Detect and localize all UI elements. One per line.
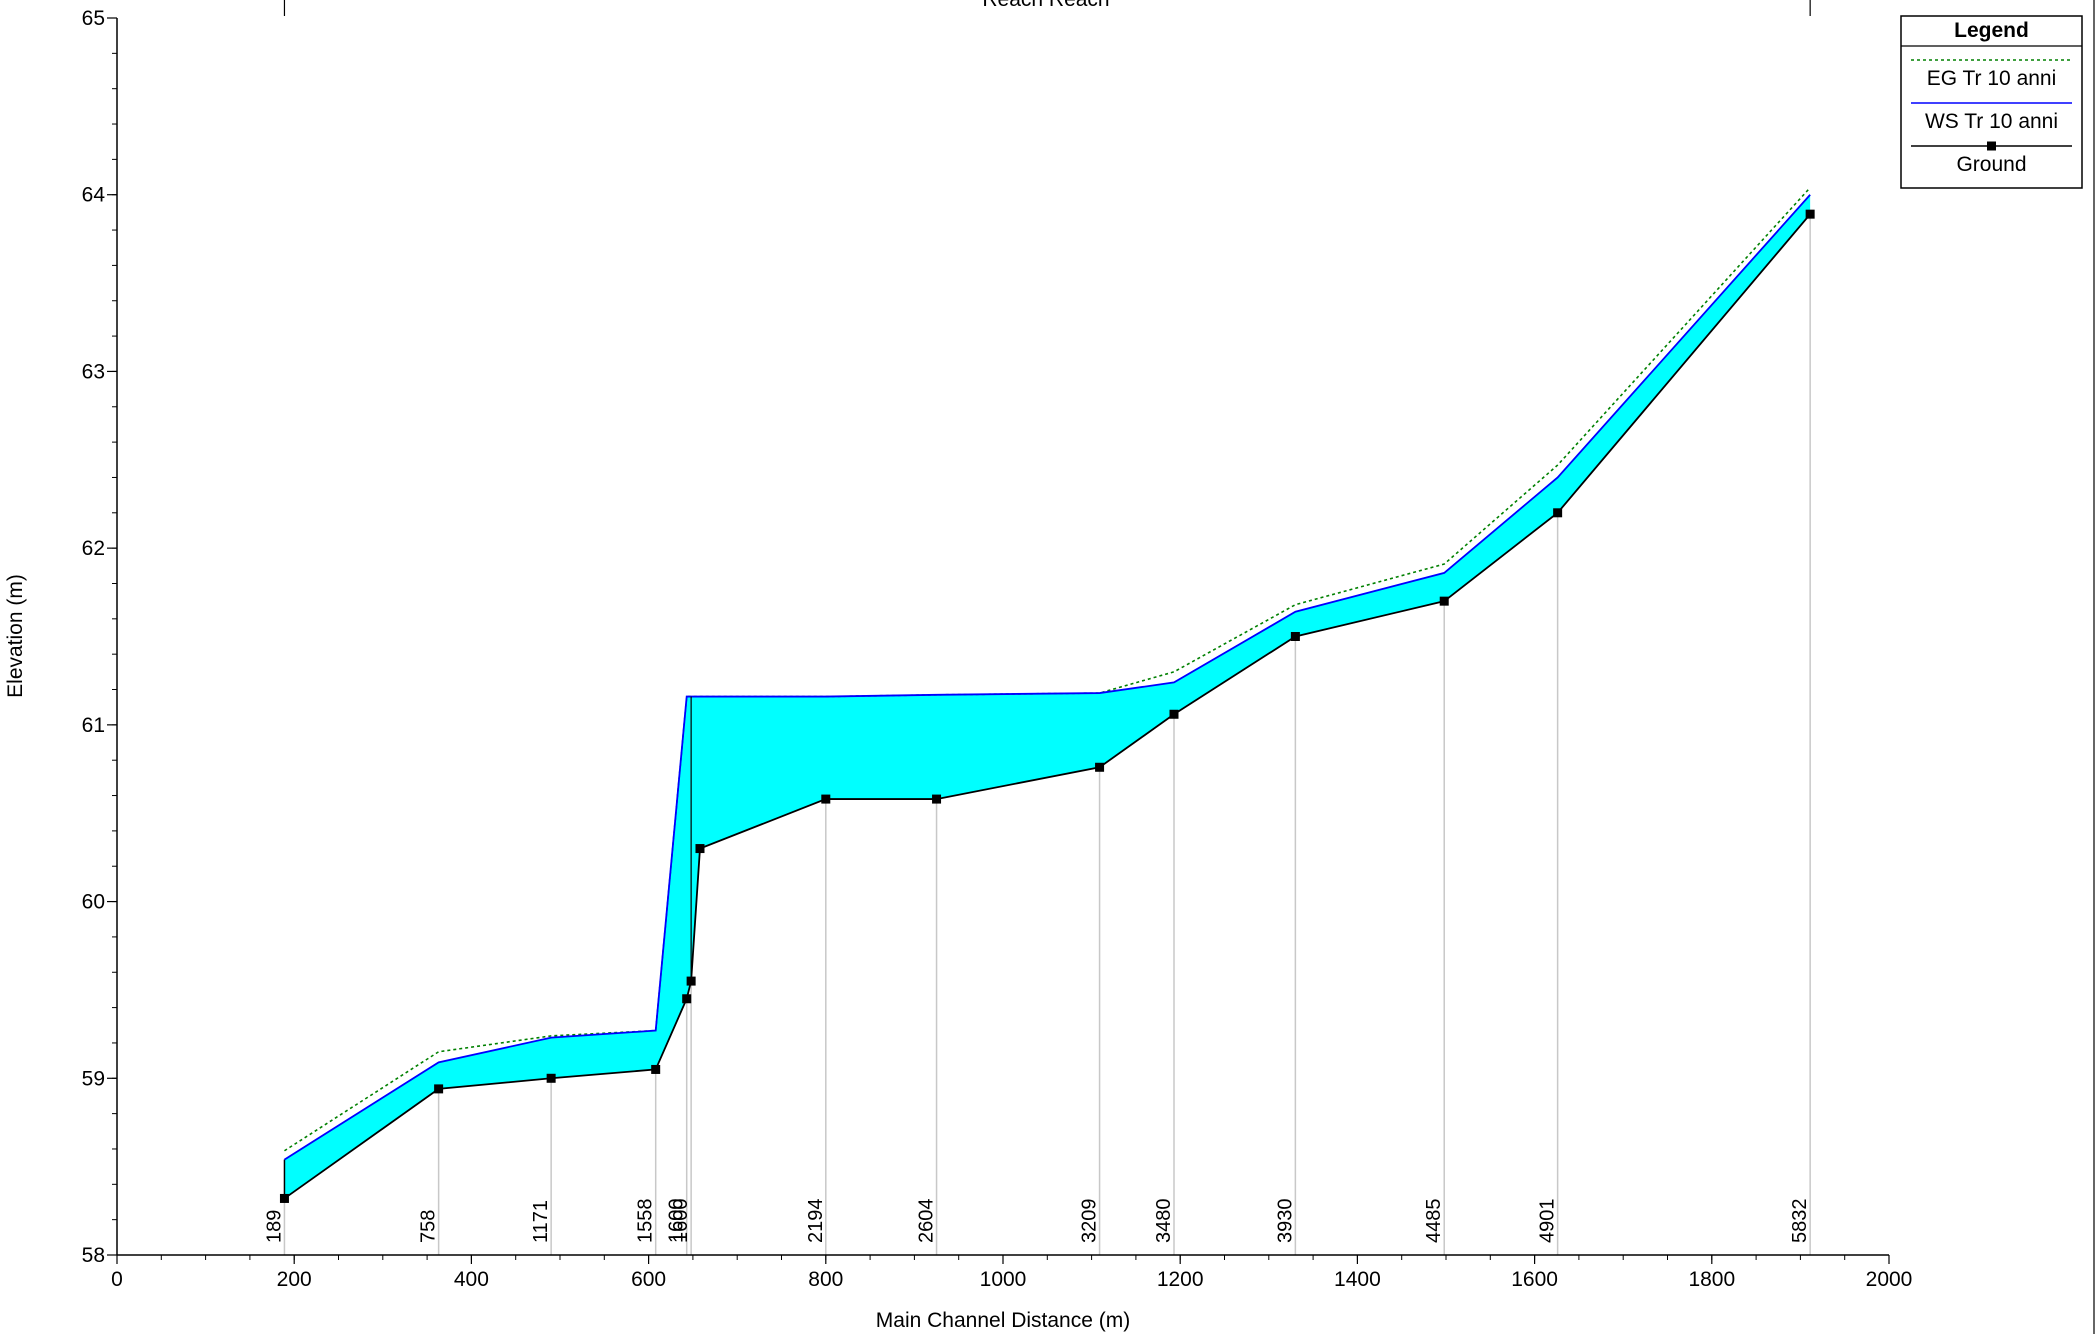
legend-title: Legend — [1954, 19, 2029, 42]
x-tick-label: 1800 — [1688, 1268, 1735, 1291]
station-label: 4901 — [1537, 1199, 1559, 1244]
ground-marker — [546, 1073, 556, 1083]
water-fill — [284, 194, 1811, 1199]
station-lines — [283, 214, 1811, 1255]
legend-entry: Ground — [1956, 153, 2026, 176]
y-tick-label: 58 — [82, 1244, 105, 1267]
ground-marker — [1553, 508, 1563, 518]
y-tick-label: 63 — [82, 360, 105, 383]
station-label: 189 — [263, 1210, 285, 1243]
x-tick-label: 1400 — [1334, 1268, 1381, 1291]
ground-marker — [682, 994, 692, 1004]
y-tick-label: 60 — [82, 891, 105, 914]
ground-marker — [932, 794, 942, 804]
legend-box — [1900, 15, 2083, 189]
x-tick-label: 800 — [808, 1268, 843, 1291]
ground-marker — [651, 1064, 661, 1074]
y-tick-label: 62 — [82, 537, 105, 560]
ground-marker — [1805, 209, 1815, 219]
x-tick-label: 1000 — [980, 1268, 1027, 1291]
x-tick-label: 600 — [631, 1268, 666, 1291]
legend: Legend EG Tr 10 anni WS Tr 10 anni Ground — [1900, 15, 2083, 189]
chart-title-group: Reach Reach — [982, 0, 1109, 11]
station-label: 2194 — [805, 1199, 827, 1244]
ground-marker — [1095, 762, 1105, 772]
station-label: 1600 — [666, 1199, 688, 1244]
y-axis-label: Elevation (m) — [4, 574, 27, 698]
ground-marker — [1439, 596, 1449, 606]
legend-entry: EG Tr 10 anni — [1927, 67, 2057, 90]
ground-marker — [434, 1084, 444, 1094]
water-area — [284, 194, 1811, 1199]
station-label: 3209 — [1079, 1199, 1101, 1244]
station-label: 3930 — [1274, 1199, 1296, 1244]
y-tick-label: 64 — [82, 184, 106, 207]
station-label: 2604 — [916, 1199, 938, 1244]
x-tick-label: 200 — [277, 1268, 312, 1291]
y-tick-label: 59 — [82, 1067, 105, 1090]
ground-markers — [279, 209, 1815, 1203]
x-tick-label: 400 — [454, 1268, 489, 1291]
y-tick-label: 65 — [82, 7, 105, 30]
x-tick-label: 1600 — [1511, 1268, 1558, 1291]
ground-marker — [1169, 709, 1179, 719]
station-label: 1171 — [530, 1200, 552, 1243]
eg-line — [284, 187, 1811, 1152]
ws-line — [283, 194, 1811, 1161]
profile-lines — [283, 187, 1811, 1200]
legend-entry: WS Tr 10 anni — [1925, 110, 2058, 133]
ground-marker — [279, 1193, 289, 1203]
station-label: 1600 — [670, 1199, 692, 1244]
x-tick-label: 1200 — [1157, 1268, 1204, 1291]
station-label: 4485 — [1423, 1199, 1445, 1244]
station-label: 3480 — [1153, 1199, 1175, 1244]
ground-marker — [821, 794, 831, 804]
legend-marker — [1987, 141, 1996, 151]
ground-marker — [686, 976, 696, 986]
x-tick-label: 2000 — [1866, 1268, 1913, 1291]
ground-marker — [1290, 632, 1300, 641]
station-label: 1558 — [635, 1199, 657, 1244]
axes: 0 200 400 600 800 1000 1200 1400 1600 1800 2000 58 5… — [82, 0, 2095, 1334]
ground-marker — [695, 844, 705, 854]
station-label: 758 — [418, 1210, 440, 1243]
x-axis-label: Main Channel Distance (m) — [876, 1309, 1130, 1332]
station-label: 5832 — [1789, 1199, 1811, 1244]
y-tick-label: 61 — [82, 714, 105, 737]
chart-title: Reach Reach — [982, 0, 1109, 11]
x-tick-label: 0 — [111, 1268, 123, 1291]
